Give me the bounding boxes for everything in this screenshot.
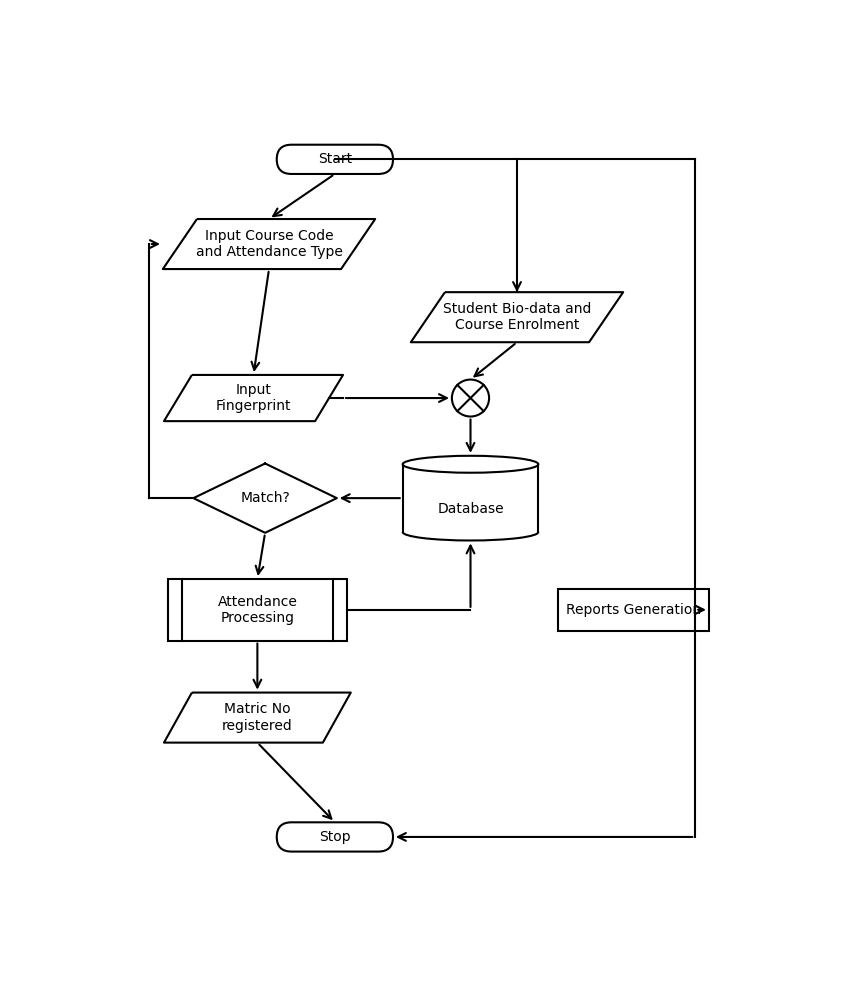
Text: Start: Start (318, 152, 352, 166)
Text: Attendance
Processing: Attendance Processing (218, 595, 298, 625)
FancyBboxPatch shape (277, 823, 393, 852)
Text: Input Course Code
and Attendance Type: Input Course Code and Attendance Type (196, 229, 343, 259)
Ellipse shape (403, 456, 538, 472)
Text: Input
Fingerprint: Input Fingerprint (216, 383, 292, 413)
Text: Match?: Match? (241, 491, 290, 506)
Bar (403, 464, 538, 532)
Text: Reports Generation: Reports Generation (566, 603, 700, 617)
Text: Database: Database (437, 502, 504, 517)
Text: Student Bio-data and
Course Enrolment: Student Bio-data and Course Enrolment (443, 302, 592, 332)
Bar (168, 579, 347, 640)
FancyBboxPatch shape (277, 145, 393, 174)
Bar (558, 589, 709, 631)
Text: Matric No
registered: Matric No registered (222, 703, 292, 733)
Text: Stop: Stop (319, 830, 351, 844)
